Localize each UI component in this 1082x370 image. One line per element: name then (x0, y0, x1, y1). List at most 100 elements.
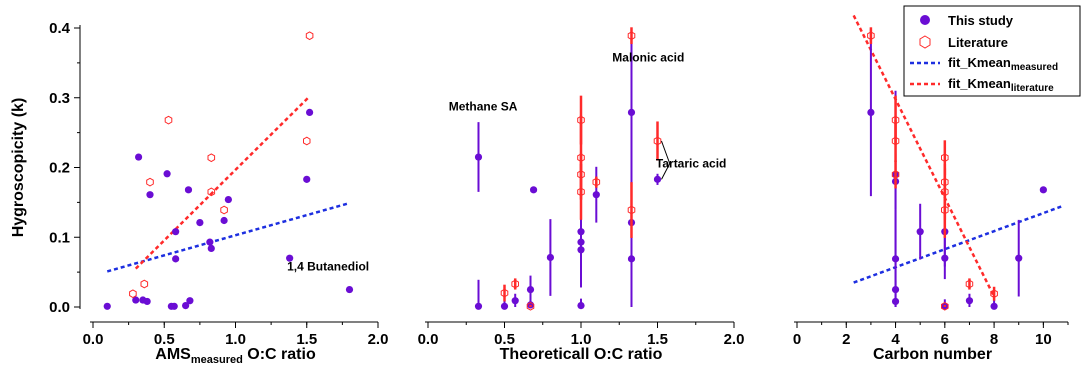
measured-point (182, 302, 190, 310)
measured-point (653, 175, 662, 183)
measured-point (196, 219, 204, 227)
panel-2: 0.0 0.5 1.0 1.5 2.0 Theoreticall O:C ratio Met… (418, 27, 745, 363)
measured-point (172, 228, 180, 236)
x-axis-label-main: AMS (155, 346, 191, 363)
fit-literature-line (134, 95, 311, 270)
panel-1: 0.0 0.5 1.0 1.5 2.0 AMSmeasured O:C ratio 0.0 0… (49, 20, 388, 366)
x-tick-label: 6 (941, 331, 949, 348)
measured-point (206, 238, 214, 246)
measured-point (132, 296, 140, 304)
measured-point (306, 108, 314, 116)
annotation-label: 1,4 Butanediol (287, 260, 369, 274)
literature-point (653, 136, 662, 146)
legend-fit-literature-label: fit_Kmeanliterature (948, 76, 1054, 94)
x-tick-label: 1.5 (296, 331, 317, 348)
annotation-label: Tartaric acid (656, 157, 726, 171)
legend-fit-measured-label: fit_Kmeanmeasured (948, 55, 1058, 73)
literature-point (867, 31, 875, 41)
measured-point (345, 285, 354, 294)
annotation-leader (661, 140, 671, 164)
literature-point (891, 170, 900, 179)
y-axis-label: Hygroscopicity (k) (10, 98, 27, 238)
legend-literature-label: Literature (948, 35, 1008, 50)
x-tick-label: 0.0 (83, 331, 104, 348)
legend-this-study-marker (920, 15, 930, 25)
measured-point (916, 228, 924, 236)
x-tick-label: 0.5 (494, 331, 515, 348)
legend-literature-marker (919, 35, 931, 49)
measured-point (135, 153, 143, 161)
literature-point (990, 289, 998, 299)
literature-point (511, 279, 519, 289)
annotation-leader (661, 163, 671, 180)
measured-point (891, 255, 900, 263)
fit-literature-line (852, 14, 996, 298)
literature-point (592, 177, 601, 187)
literature-point (220, 205, 228, 215)
literature-point (627, 205, 636, 215)
literature-point (303, 136, 311, 146)
x-axis-label: AMSmeasured O:C ratio (155, 346, 316, 365)
literature-point (577, 187, 585, 197)
x-tick-label: 10 (1035, 331, 1052, 348)
measured-point (511, 297, 519, 305)
measured-point (143, 297, 151, 306)
measured-point (891, 297, 900, 306)
y-tick-label: 0.2 (49, 160, 70, 177)
x-tick-label: 0 (793, 331, 801, 348)
legend: This study Literature fit_Kmeanmeasured … (903, 5, 1081, 97)
measured-point (303, 175, 311, 183)
legend-fit-measured-base: fit_Kmean (948, 55, 1011, 70)
legend-fit-measured-sub: measured (1011, 62, 1058, 73)
literature-point (140, 279, 149, 289)
measured-point (627, 255, 636, 263)
literature-point (305, 31, 314, 41)
measured-point (941, 254, 949, 262)
measured-point (146, 191, 154, 199)
x-axis-label-rest: O:C ratio (243, 346, 316, 363)
x-tick-label: 8 (990, 331, 998, 348)
literature-point (941, 153, 949, 163)
literature-point (965, 279, 974, 289)
measured-point (172, 255, 180, 263)
literature-point (207, 153, 216, 163)
x-tick-label: 2 (842, 331, 850, 348)
x-axis-label-sub: measured (191, 354, 243, 365)
measured-point (184, 186, 193, 194)
annotation-label: Malonic acid (612, 50, 684, 64)
legend-fit-literature-sub: literature (1011, 83, 1054, 94)
measured-point (286, 254, 294, 262)
measured-point (163, 170, 171, 178)
measured-point (220, 216, 228, 225)
measured-point (990, 302, 998, 310)
legend-fit-literature-base: fit_Kmean (948, 76, 1011, 91)
literature-point (891, 136, 900, 146)
panel-3: 0 2 4 6 8 10 Carbon number (793, 14, 1069, 363)
measured-point (526, 285, 535, 294)
measured-point (867, 108, 875, 116)
x-tick-label: 2.0 (724, 331, 745, 348)
x-axis-label: Theoreticall O:C ratio (500, 346, 663, 363)
measured-point (474, 153, 483, 161)
measured-point (577, 246, 585, 254)
measured-point (529, 186, 538, 194)
measured-point (577, 302, 585, 310)
literature-point (146, 177, 154, 187)
measured-point (546, 253, 555, 262)
x-tick-label: 1.5 (647, 331, 668, 348)
measured-point (592, 191, 600, 199)
x-tick-label: 4 (891, 331, 900, 348)
legend-this-study-label: This study (948, 13, 1014, 28)
measured-point (103, 302, 111, 310)
measured-point (627, 108, 636, 116)
measured-point (1015, 254, 1023, 262)
x-tick-label: 0.5 (154, 331, 175, 348)
y-tick-label: 0.4 (49, 20, 71, 37)
literature-point (500, 288, 509, 298)
y-tick-label: 0.3 (49, 90, 70, 107)
annotation-label: Methane SA (449, 99, 518, 113)
literature-point (627, 31, 636, 41)
measured-point (186, 297, 194, 305)
x-tick-label: 1.0 (225, 331, 246, 348)
